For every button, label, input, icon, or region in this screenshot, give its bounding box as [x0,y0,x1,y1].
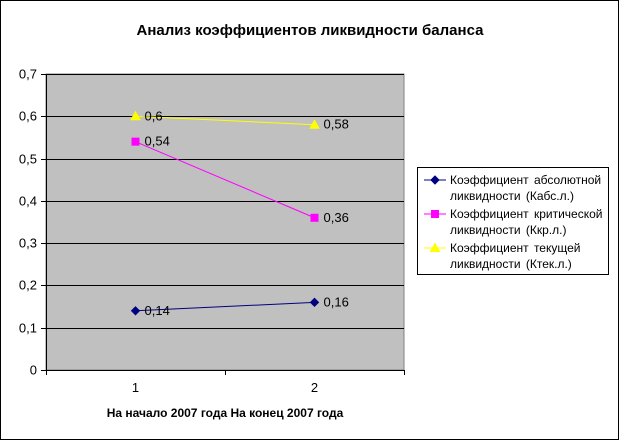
y-tick-label: 0,6 [19,109,37,124]
legend-marker-triangle [422,240,450,256]
data-point [131,137,140,146]
legend-point [429,242,441,252]
y-tick-label: 0 [30,363,37,378]
y-tick-label: 0,7 [19,67,37,82]
series-lines [130,110,320,316]
legend-marker-svg [424,175,446,185]
series-line [135,115,315,126]
chart-title: Анализ коэффициентов ликвидности баланса [137,22,485,39]
data-point [309,297,320,308]
data-label: 0,36 [324,210,349,225]
legend-point [430,175,440,185]
legend-label: Коэффициент текущей ликвидности (Ктек.л.… [450,241,581,271]
x-tick-label: 1 [132,380,139,395]
plot-area [45,73,405,371]
gridlines [46,74,404,329]
legend: Коэффициент абсолютной ликвидности (Кабс… [417,167,609,275]
legend-marker-svg [424,242,446,252]
legend-item-critical: Коэффициент критической ликвидности (Ккр… [422,206,606,240]
data-label: 0,6 [145,108,163,123]
legend-item-current: Коэффициент текущей ликвидности (Ктек.л.… [422,240,606,274]
series-line [135,301,315,312]
y-tick-label: 0,4 [19,194,37,209]
data-point [130,110,141,121]
legend-label: Коэффициент абсолютной ликвидности (Кабс… [450,173,602,203]
y-tick-label: 0,1 [19,321,37,336]
data-point [309,119,320,129]
legend-item-absolute: Коэффициент абсолютной ликвидности (Кабс… [422,172,606,206]
data-label: 0,14 [145,303,170,318]
legend-marker-square [422,206,450,222]
y-tick-label: 0,2 [19,278,37,293]
series-line [135,141,315,219]
legend-marker-svg [424,210,446,218]
x-axis-title: На начало 2007 года На конец 2007 года [107,406,344,420]
y-tick-label: 0,5 [19,152,37,167]
data-label: 0,58 [324,117,349,132]
axes: 0 0,1 0,2 0,3 0,4 0,5 0,6 0,7 1 2 [19,67,405,395]
legend-marker-diamond [422,172,450,188]
y-tick-label: 0,3 [19,236,37,251]
x-tick-label: 2 [311,380,318,395]
data-labels: 0,14 0,16 0,54 0,36 0,6 0,58 [145,108,349,318]
legend-label: Коэффициент критической ликвидности (Ккр… [450,207,603,237]
data-point [130,306,141,316]
legend-point [431,210,439,218]
data-label: 0,16 [324,294,349,309]
data-point [310,213,319,222]
data-label: 0,54 [145,134,170,149]
